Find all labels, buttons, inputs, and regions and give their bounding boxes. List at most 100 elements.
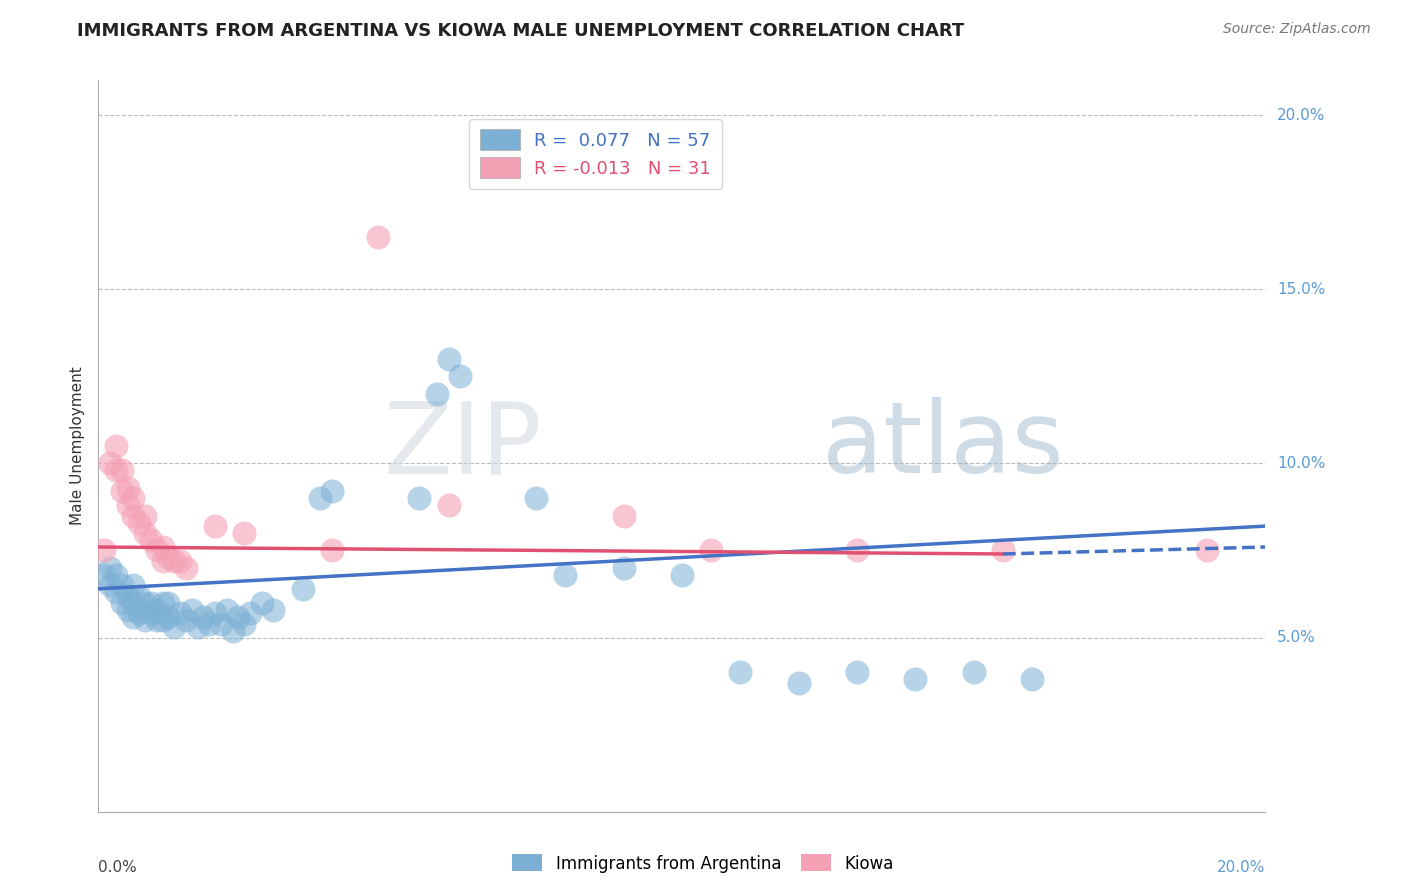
Point — [408, 491, 430, 506]
Point — [146, 543, 169, 558]
Point — [134, 508, 156, 523]
Point — [117, 589, 139, 603]
Point — [104, 463, 127, 477]
Point — [787, 676, 810, 690]
Point — [554, 567, 576, 582]
Point — [146, 603, 169, 617]
Legend: R =  0.077   N = 57, R = -0.013   N = 31: R = 0.077 N = 57, R = -0.013 N = 31 — [470, 119, 721, 189]
Point — [449, 369, 471, 384]
Point — [157, 550, 180, 565]
Point — [152, 554, 174, 568]
Point — [134, 526, 156, 541]
Point — [437, 498, 460, 512]
Point — [152, 596, 174, 610]
Point — [117, 481, 139, 495]
Point — [321, 543, 343, 558]
Point — [134, 596, 156, 610]
Point — [139, 533, 162, 547]
Point — [437, 351, 460, 366]
Point — [187, 620, 209, 634]
Point — [128, 516, 150, 530]
Point — [671, 567, 693, 582]
Text: Source: ZipAtlas.com: Source: ZipAtlas.com — [1223, 22, 1371, 37]
Point — [262, 603, 284, 617]
Point — [1021, 673, 1043, 687]
Point — [104, 439, 127, 453]
Point — [291, 582, 314, 596]
Point — [962, 665, 984, 680]
Point — [163, 554, 186, 568]
Point — [309, 491, 332, 506]
Point — [174, 561, 197, 575]
Point — [321, 484, 343, 499]
Point — [180, 603, 202, 617]
Point — [98, 457, 121, 471]
Point — [221, 624, 243, 638]
Text: 0.0%: 0.0% — [98, 861, 138, 875]
Point — [104, 585, 127, 599]
Point — [157, 609, 180, 624]
Point — [204, 519, 226, 533]
Point — [524, 491, 547, 506]
Point — [904, 673, 927, 687]
Point — [98, 561, 121, 575]
Point — [139, 596, 162, 610]
Y-axis label: Male Unemployment: Male Unemployment — [69, 367, 84, 525]
Point — [111, 596, 134, 610]
Point — [612, 508, 634, 523]
Text: IMMIGRANTS FROM ARGENTINA VS KIOWA MALE UNEMPLOYMENT CORRELATION CHART: IMMIGRANTS FROM ARGENTINA VS KIOWA MALE … — [77, 22, 965, 40]
Text: 5.0%: 5.0% — [1277, 630, 1316, 645]
Point — [204, 606, 226, 620]
Point — [198, 616, 221, 631]
Point — [163, 620, 186, 634]
Point — [233, 526, 256, 541]
Point — [612, 561, 634, 575]
Legend: Immigrants from Argentina, Kiowa: Immigrants from Argentina, Kiowa — [506, 847, 900, 880]
Point — [111, 578, 134, 592]
Point — [426, 386, 449, 401]
Point — [169, 554, 191, 568]
Point — [152, 540, 174, 554]
Point — [1195, 543, 1218, 558]
Point — [169, 606, 191, 620]
Point — [367, 230, 389, 244]
Point — [730, 665, 752, 680]
Text: atlas: atlas — [823, 398, 1063, 494]
Point — [250, 596, 273, 610]
Text: ZIP: ZIP — [384, 398, 541, 494]
Point — [209, 616, 232, 631]
Text: 20.0%: 20.0% — [1218, 861, 1265, 875]
Text: 20.0%: 20.0% — [1277, 108, 1326, 122]
Point — [117, 498, 139, 512]
Text: 15.0%: 15.0% — [1277, 282, 1326, 297]
Point — [174, 613, 197, 627]
Point — [846, 543, 869, 558]
Point — [111, 484, 134, 499]
Point — [239, 606, 262, 620]
Point — [98, 578, 121, 592]
Point — [134, 613, 156, 627]
Point — [93, 567, 115, 582]
Point — [111, 463, 134, 477]
Point — [157, 596, 180, 610]
Point — [233, 616, 256, 631]
Point — [991, 543, 1014, 558]
Point — [122, 609, 145, 624]
Point — [122, 491, 145, 506]
Point — [93, 543, 115, 558]
Point — [193, 609, 215, 624]
Point — [228, 609, 250, 624]
Point — [139, 606, 162, 620]
Point — [122, 596, 145, 610]
Point — [215, 603, 238, 617]
Point — [128, 606, 150, 620]
Point — [152, 613, 174, 627]
Point — [122, 508, 145, 523]
Point — [117, 603, 139, 617]
Point — [146, 613, 169, 627]
Point — [846, 665, 869, 680]
Text: 10.0%: 10.0% — [1277, 456, 1326, 471]
Point — [700, 543, 723, 558]
Point — [104, 567, 127, 582]
Point — [122, 578, 145, 592]
